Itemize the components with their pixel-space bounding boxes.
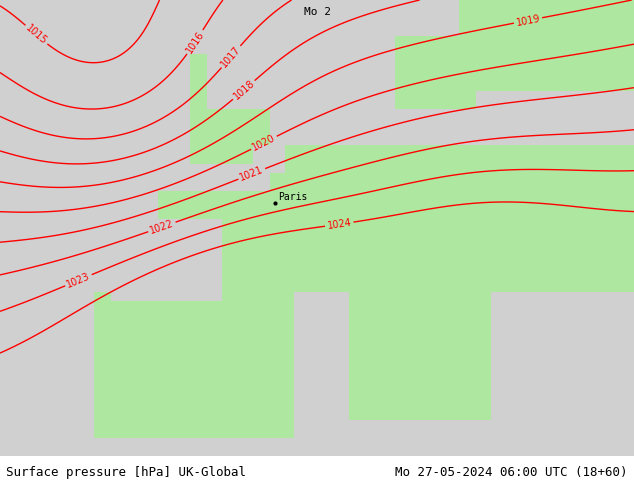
Text: 1023: 1023 bbox=[65, 271, 92, 290]
Text: Paris: Paris bbox=[278, 192, 307, 201]
Text: Mo 27-05-2024 06:00 UTC (18+60): Mo 27-05-2024 06:00 UTC (18+60) bbox=[395, 466, 628, 479]
Text: 1020: 1020 bbox=[250, 133, 277, 153]
Text: 1016: 1016 bbox=[184, 29, 206, 55]
Text: Mo 2: Mo 2 bbox=[304, 7, 330, 17]
Text: 1022: 1022 bbox=[148, 218, 175, 236]
Text: 1021: 1021 bbox=[238, 165, 265, 183]
Text: 1024: 1024 bbox=[327, 218, 352, 231]
Text: 1018: 1018 bbox=[231, 78, 256, 102]
Text: 1019: 1019 bbox=[515, 13, 541, 27]
Text: Surface pressure [hPa] UK-Global: Surface pressure [hPa] UK-Global bbox=[6, 466, 247, 479]
Text: 1015: 1015 bbox=[23, 23, 49, 47]
Text: 1017: 1017 bbox=[219, 44, 243, 69]
